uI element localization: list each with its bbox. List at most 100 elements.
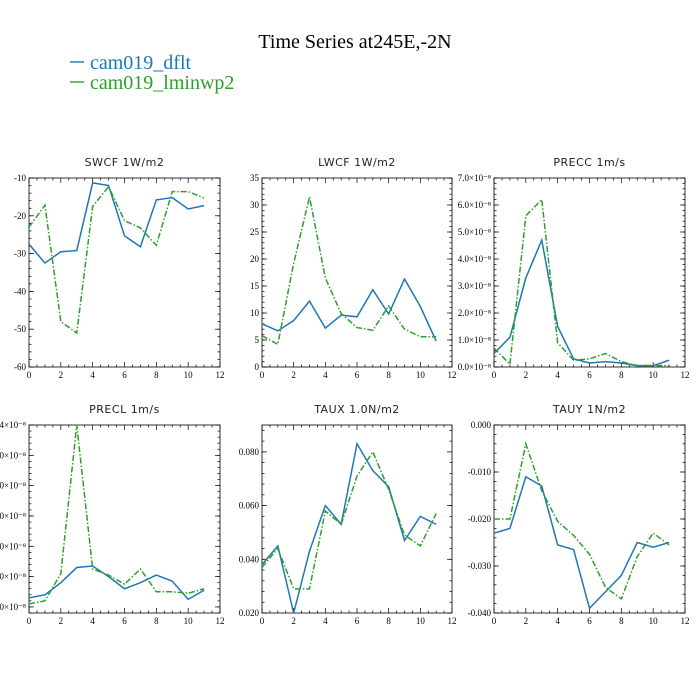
x-tick-label: 4 [90,370,95,380]
series-line-cam019_dflt [494,237,670,367]
series-line-cam019_dflt [262,277,437,342]
y-tick-label: 0×10⁻⁸ [0,511,26,521]
series-line-cam019_lminwp2 [494,440,670,601]
y-tick-label: 0.000 [471,420,492,430]
y-tick-label: 7.0×10⁻⁸ [458,173,491,183]
y-tick-label: 6.0×10⁻⁸ [458,200,491,210]
y-tick-label: 5 [255,335,260,345]
y-tick-label: 2.0×10⁻⁸ [458,308,491,318]
x-tick-label: 2 [59,370,64,380]
y-tick-label: 4.0×10⁻⁸ [458,254,491,264]
x-tick-label: 4 [555,370,560,380]
x-tick-label: 8 [619,370,624,380]
plot-frame [261,424,453,614]
y-tick-label: 3.0×10⁻⁸ [458,281,491,291]
x-tick-label: 0 [492,616,497,626]
plot-frame [28,177,221,368]
series-line-cam019_dflt [29,182,205,265]
y-tick-label: 0×10⁻⁸ [0,572,26,582]
series-line-cam019_lminwp2 [262,450,437,590]
y-tick-label: -60 [14,362,26,372]
x-tick-label: 4 [555,616,560,626]
x-tick-label: 2 [291,616,296,626]
y-tick-label: -40 [14,286,26,296]
y-tick-label: 1.0×10⁻⁸ [458,335,491,345]
y-tick-label: -50 [14,324,26,334]
panel-title: SWCF 1W/m2 [85,156,165,169]
x-tick-label: 10 [184,616,194,626]
x-tick-label: 0 [27,370,32,380]
x-tick-label: 4 [90,616,95,626]
legend-label-lminwp2: cam019_lminwp2 [90,72,234,94]
panels: SWCF 1W/m2 0 2 4 6 8 10 12 -60 -50 -40 -30 -20 -10 LWC… [0,156,690,626]
y-tick-label: 25 [250,227,260,237]
series-line-cam019_dflt [29,565,205,601]
series-line-cam019_lminwp2 [29,424,205,605]
plot-frame [261,177,453,368]
panel-title: PRECL 1m/s [89,403,160,416]
y-tick-label: 30 [250,200,260,210]
y-tick-label: -20 [14,211,26,221]
x-tick-label: 12 [216,370,225,380]
y-tick-label: 20 [250,254,260,264]
y-tick-label: 35 [250,173,260,183]
y-tick-label: 0×10⁻⁸ [0,481,26,491]
x-tick-label: 0 [492,370,497,380]
x-tick-label: 12 [216,616,225,626]
x-tick-label: 12 [681,370,690,380]
y-tick-label: -0.030 [468,561,492,571]
y-tick-label: -0.020 [468,514,492,524]
x-tick-label: 10 [649,616,659,626]
legend: cam019_dflt cam019_lminwp2 [70,52,234,94]
series-line-cam019_dflt [494,475,670,610]
y-tick-label: -30 [14,249,26,259]
panel-title: PRECC 1m/s [553,156,625,169]
x-tick-label: 4 [323,616,328,626]
x-tick-label: 10 [649,370,659,380]
y-tick-label: 15 [250,281,260,291]
x-tick-label: 8 [619,616,624,626]
y-tick-label: -0.010 [468,467,492,477]
plot-frame [493,424,686,614]
x-tick-label: 12 [448,370,457,380]
x-tick-label: 12 [448,616,457,626]
x-tick-label: 10 [184,370,194,380]
panel-title: LWCF 1W/m2 [318,156,396,169]
x-tick-label: 2 [524,370,529,380]
y-tick-label: 10 [250,308,260,318]
panel-4: PRECL 1m/s 0 2 4 6 8 10 12 0×10⁻⁸ 0×10⁻⁸ 0×10⁻⁸ 0×1… [0,403,225,626]
series-line-cam019_lminwp2 [262,196,437,346]
x-tick-label: 0 [260,370,265,380]
y-tick-label: 5.0×10⁻⁸ [458,227,491,237]
x-tick-label: 6 [122,370,127,380]
y-tick-label: 0×10⁻⁸ [0,541,26,551]
panel-5: TAUX 1.0N/m2 0 2 4 6 8 10 12 0.020 0.040 0.060 0.08… [239,403,457,626]
y-tick-label: 0.0×10⁻⁸ [458,362,491,372]
x-tick-label: 0 [260,616,265,626]
x-tick-label: 10 [416,370,426,380]
y-tick-label: 0.060 [239,501,260,511]
legend-label-dflt: cam019_dflt [90,52,192,74]
x-tick-label: 8 [154,616,159,626]
series-line-cam019_lminwp2 [494,197,670,367]
figure-title: Time Series at245E,-2N [258,31,451,53]
panel-1: SWCF 1W/m2 0 2 4 6 8 10 12 -60 -50 -40 -30 -20 -10 [14,156,225,380]
y-tick-label: -10 [14,173,26,183]
y-tick-label: 4×10⁻⁸ [0,420,26,430]
x-tick-label: 10 [416,616,426,626]
x-tick-label: 6 [355,616,360,626]
x-tick-label: 0 [27,616,32,626]
y-tick-label: 0×10⁻⁸ [0,602,26,612]
x-tick-label: 6 [587,370,592,380]
plot-frame [493,177,686,368]
x-tick-label: 6 [122,616,127,626]
x-tick-label: 2 [524,616,529,626]
panel-title: TAUX 1.0N/m2 [313,403,400,416]
y-tick-label: 0×10⁻⁸ [0,450,26,460]
panel-title: TAUY 1N/m2 [552,403,626,416]
x-tick-label: 6 [587,616,592,626]
x-tick-label: 12 [681,616,690,626]
y-tick-label: 0 [255,362,260,372]
y-tick-label: 0.020 [239,608,260,618]
